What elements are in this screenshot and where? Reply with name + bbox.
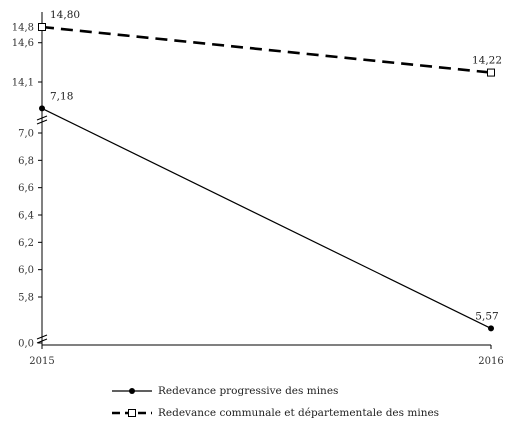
data-point-marker — [39, 105, 45, 112]
axis-break-mark-1b — [36, 119, 48, 125]
legend-label-series-1: Redevance progressive des mines — [158, 385, 339, 397]
legend-key-dashed-square — [112, 409, 152, 417]
line-chart: 14,1 14,6 14,8 5,8 6,0 6,2 6,4 6,6 6,8 7,0 0,0 2015… — [12, 9, 504, 367]
data-label: 7,18 — [50, 90, 73, 102]
data-label: 14,22 — [472, 55, 502, 67]
y-tick-label: 14,6 — [12, 38, 34, 49]
x-tick-label: 2016 — [478, 356, 503, 367]
y-tick-label: 5,8 — [18, 293, 34, 304]
y-tick-label: 7,0 — [18, 129, 34, 140]
data-point-marker — [487, 68, 495, 77]
y-tick-label: 6,8 — [18, 156, 34, 167]
y-tick-label: 6,4 — [18, 211, 34, 222]
data-point-marker — [38, 23, 46, 31]
y-tick-label: 6,0 — [18, 265, 34, 276]
y-tick-label: 14,8 — [12, 23, 34, 34]
y-tick-label: 6,2 — [18, 238, 34, 249]
legend-item-series-1: Redevance progressive des mines — [112, 380, 439, 402]
data-label: 5,57 — [475, 310, 498, 322]
axis-break-mark-1a — [36, 115, 48, 121]
legend: Redevance progressive des mines Redevanc… — [112, 380, 439, 424]
series-line-2 — [41, 25, 492, 74]
x-tick-label: 2015 — [29, 356, 54, 367]
axis-break-mark-2b — [36, 338, 48, 344]
axis-break-mark-2a — [36, 334, 48, 340]
legend-key-solid-circle — [112, 388, 152, 394]
data-label: 14,80 — [50, 9, 80, 21]
y-tick-label: 6,6 — [18, 183, 34, 194]
y-tick-label: 14,1 — [12, 78, 34, 89]
series-line-1 — [41, 107, 492, 329]
data-point-marker — [488, 325, 494, 332]
legend-label-series-2: Redevance communale et départementale de… — [158, 407, 440, 419]
y-tick-label: 0,0 — [18, 339, 34, 350]
legend-item-series-2: Redevance communale et départementale de… — [112, 402, 439, 424]
